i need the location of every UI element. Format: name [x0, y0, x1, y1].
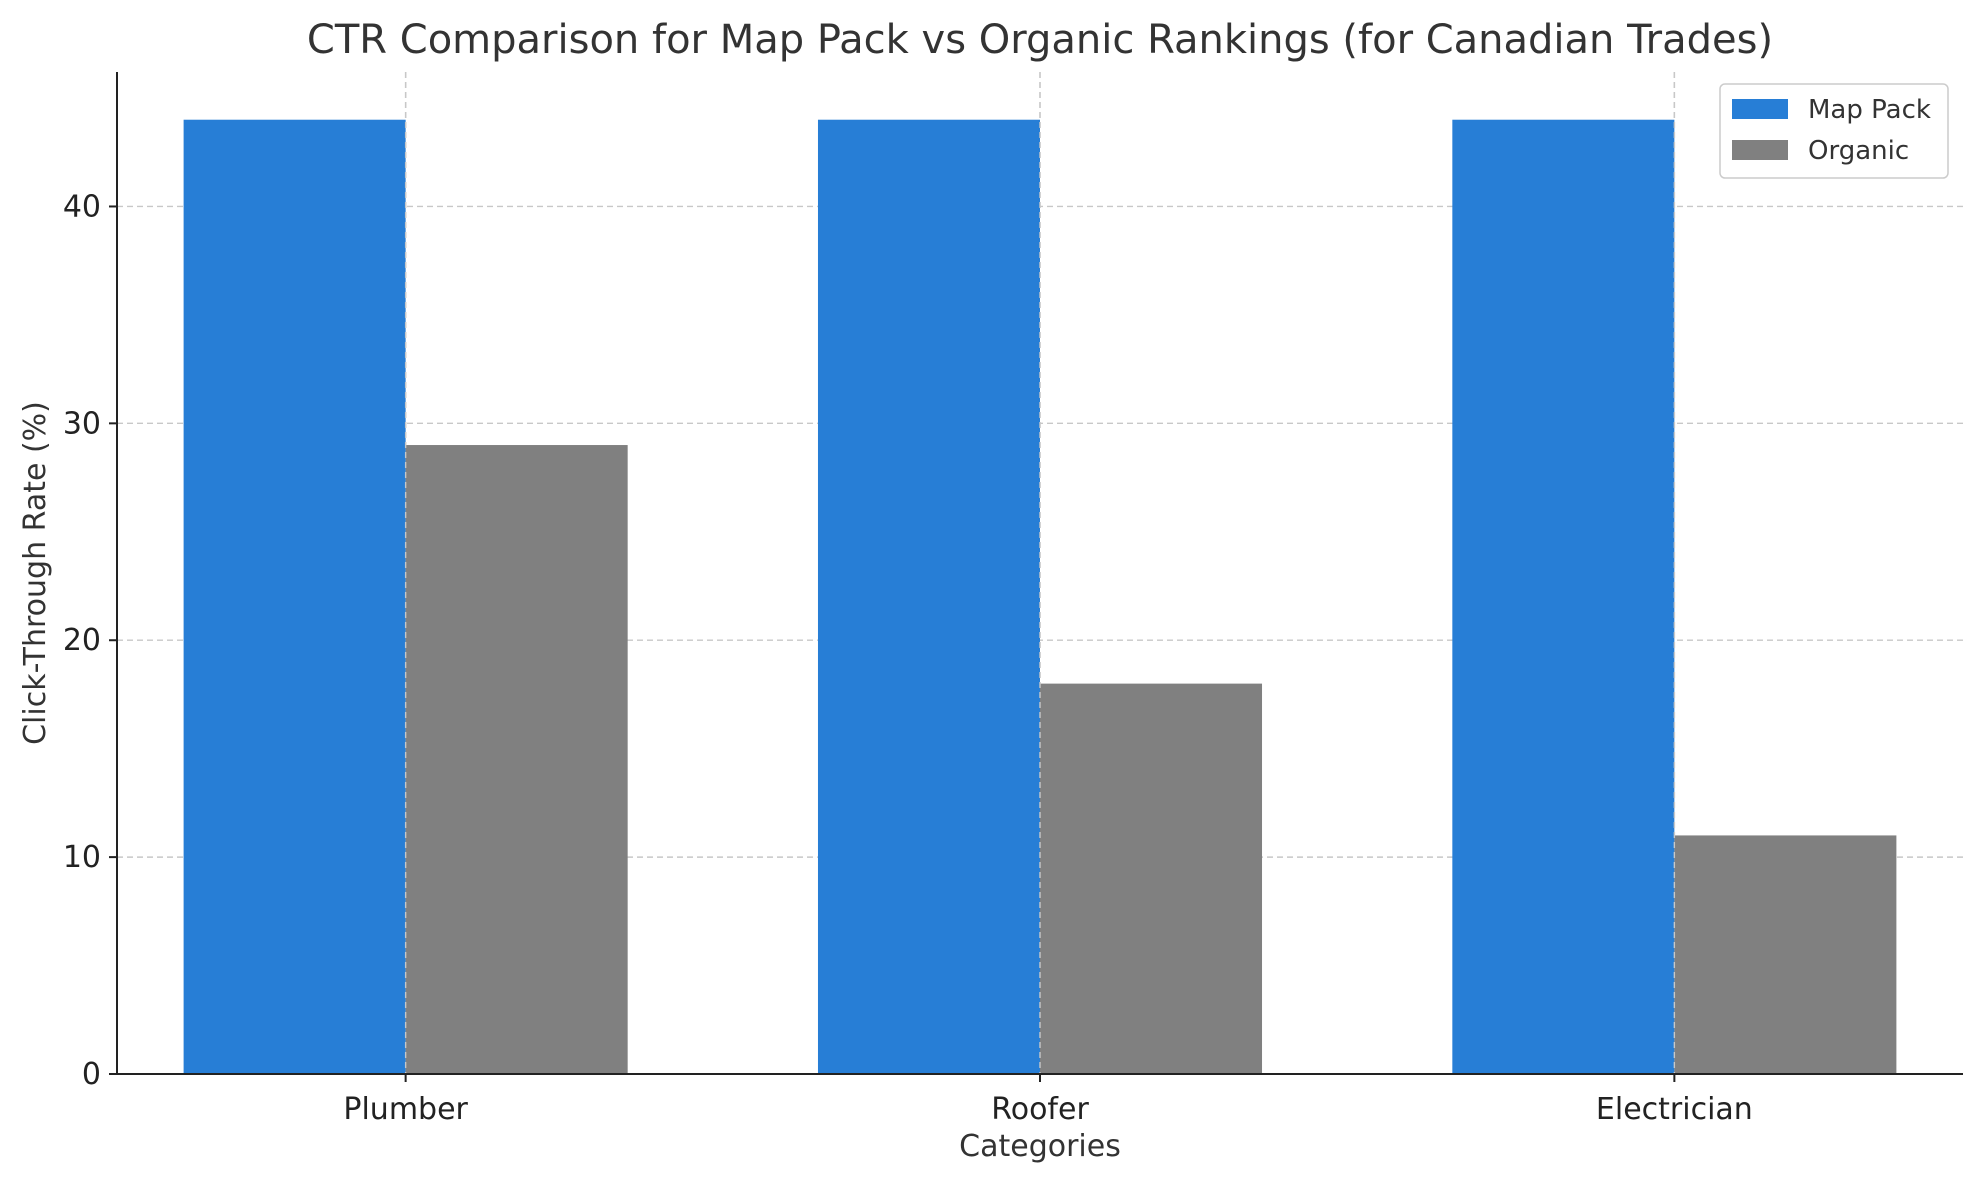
bar-organic-plumber	[405, 445, 628, 1075]
x-axis-label: Categories	[959, 1129, 1121, 1164]
x-tick-label: Roofer	[991, 1092, 1089, 1127]
y-tick-label: 10	[63, 840, 101, 875]
y-axis-label: Click-Through Rate (%)	[18, 401, 53, 745]
y-tick-label: 20	[63, 623, 101, 658]
x-tick-label: Electrician	[1596, 1092, 1753, 1127]
legend-label-organic: Organic	[1808, 136, 1909, 166]
legend-swatch-map-pack	[1732, 99, 1788, 119]
x-tick-label: Plumber	[343, 1092, 468, 1127]
legend-swatch-organic	[1732, 140, 1788, 160]
bar-map-pack-electrician	[1452, 119, 1675, 1074]
y-tick-label: 40	[63, 189, 101, 224]
ticks-layer: 0 10 20 30 40 Plumber Roofer Electrician	[63, 189, 1753, 1127]
bar-map-pack-roofer	[817, 119, 1040, 1074]
bar-map-pack-plumber	[183, 119, 406, 1074]
bar-organic-roofer	[1040, 683, 1263, 1074]
legend-label-map-pack: Map Pack	[1808, 95, 1931, 125]
y-tick-label: 0	[82, 1057, 101, 1092]
bars-layer	[183, 72, 1897, 1075]
bar-organic-electrician	[1674, 835, 1897, 1074]
legend: Map Pack Organic	[1719, 83, 1949, 179]
chart-title: CTR Comparison for Map Pack vs Organic R…	[307, 17, 1773, 63]
y-tick-label: 30	[63, 406, 101, 441]
